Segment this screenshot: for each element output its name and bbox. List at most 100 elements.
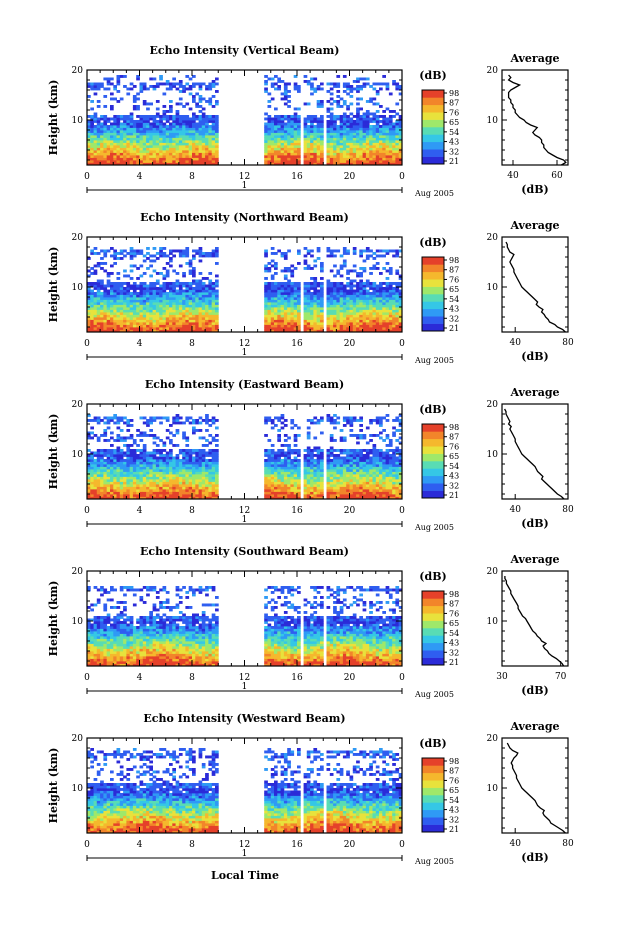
heatmap-cell xyxy=(267,100,272,103)
heatmap-cell xyxy=(372,322,377,325)
heatmap-cell xyxy=(349,142,354,146)
heatmap-cell xyxy=(106,486,111,490)
heatmap-cell xyxy=(287,135,291,138)
y-axis-label: Height (km) xyxy=(47,80,60,156)
heatmap-cell xyxy=(106,120,111,123)
heatmap-cell xyxy=(178,97,183,101)
heatmap-cell xyxy=(175,481,180,485)
heatmap-cell xyxy=(182,327,186,330)
heatmap-cell xyxy=(329,249,334,253)
heatmap-cell xyxy=(369,254,373,258)
heatmap-cell xyxy=(165,484,170,487)
heatmap-cell xyxy=(136,160,140,163)
heatmap-cell xyxy=(155,147,160,151)
heatmap-cell xyxy=(303,145,308,148)
heatmap-cell xyxy=(139,319,144,323)
heatmap-cell xyxy=(270,299,275,303)
heatmap-cell xyxy=(103,122,108,126)
heatmap-cell xyxy=(392,135,396,138)
heatmap-cell xyxy=(110,456,114,460)
heatmap-cell xyxy=(293,130,298,133)
heatmap-cell xyxy=(280,322,285,325)
heatmap-cell xyxy=(293,147,298,151)
heatmap-cell xyxy=(182,152,186,156)
heatmap-cell xyxy=(270,252,275,255)
heatmap-cell xyxy=(205,145,209,148)
heatmap-cell xyxy=(201,322,206,325)
heatmap-cell xyxy=(142,297,147,300)
heatmap-cell xyxy=(139,125,144,128)
heatmap-cell xyxy=(369,162,373,166)
heatmap-cell xyxy=(346,135,350,138)
heatmap-cell xyxy=(297,117,301,121)
heatmap-cell xyxy=(159,160,163,163)
heatmap-cell xyxy=(162,82,167,86)
heatmap-cell xyxy=(113,469,117,472)
heatmap-cell xyxy=(100,125,104,128)
heatmap-cell xyxy=(310,297,314,300)
heatmap-cell xyxy=(123,312,127,315)
heatmap-cell xyxy=(106,272,111,275)
heatmap-cell xyxy=(369,297,373,300)
heatmap-cell xyxy=(349,95,354,98)
heatmap-cell xyxy=(211,304,216,308)
heatmap-cell xyxy=(375,137,380,141)
heatmap-cell xyxy=(178,319,183,323)
heatmap-cell xyxy=(155,100,160,103)
heatmap-cell xyxy=(185,127,190,131)
heatmap-cell xyxy=(195,145,199,148)
heatmap-cell xyxy=(280,130,285,133)
heatmap-cell xyxy=(306,249,311,253)
heatmap-cell xyxy=(356,147,360,151)
heatmap-cell xyxy=(270,137,275,141)
heatmap-cell xyxy=(96,319,101,323)
heatmap-cell xyxy=(385,82,390,86)
heatmap-cell xyxy=(93,474,98,477)
heatmap-cell xyxy=(93,125,98,128)
heatmap-cell xyxy=(375,142,380,146)
heatmap-cell xyxy=(365,122,370,126)
heatmap-cell xyxy=(359,115,363,118)
heatmap-cell xyxy=(113,322,117,325)
heatmap-cell xyxy=(201,496,206,500)
heatmap-cell xyxy=(342,140,347,143)
heatmap-cell xyxy=(139,434,144,437)
heatmap-cell xyxy=(395,140,400,143)
heatmap-cell xyxy=(119,319,124,323)
heatmap-cell xyxy=(362,319,367,323)
heatmap-cell xyxy=(172,269,176,273)
heatmap-cell xyxy=(162,162,167,166)
x-tick-label: 8 xyxy=(189,172,195,182)
heatmap-cell xyxy=(342,147,347,151)
heatmap-cell xyxy=(205,312,209,315)
heatmap-cell xyxy=(336,100,341,103)
heatmap-cell xyxy=(208,322,213,325)
heatmap-cell xyxy=(185,254,190,258)
heatmap-cell xyxy=(287,82,291,86)
heatmap-cell xyxy=(365,150,370,153)
heatmap-cell xyxy=(162,125,167,128)
heatmap-cell xyxy=(119,152,124,156)
heatmap-cell xyxy=(306,155,311,158)
heatmap-cell xyxy=(362,85,367,88)
heatmap-cell xyxy=(267,317,272,320)
heatmap-cell xyxy=(159,155,163,158)
heatmap-cell xyxy=(152,152,157,156)
heatmap-cell xyxy=(385,302,390,305)
heatmap-cell xyxy=(352,314,357,318)
heatmap-cell xyxy=(215,249,219,253)
heatmap-cell xyxy=(165,160,170,163)
heatmap-cell xyxy=(392,157,396,161)
heatmap-cell xyxy=(195,312,199,315)
heatmap-cell xyxy=(103,140,108,143)
heatmap-cell xyxy=(159,120,163,123)
heatmap-cell xyxy=(119,476,124,480)
heatmap-cell xyxy=(359,254,363,258)
heatmap-cell xyxy=(175,145,180,148)
x-tick-label: 16 xyxy=(291,339,303,349)
heatmap-cell xyxy=(110,419,114,422)
heatmap-cell xyxy=(159,421,163,425)
heatmap-cell xyxy=(182,307,186,310)
heatmap-cell xyxy=(142,294,147,298)
heatmap-cell xyxy=(320,309,324,313)
